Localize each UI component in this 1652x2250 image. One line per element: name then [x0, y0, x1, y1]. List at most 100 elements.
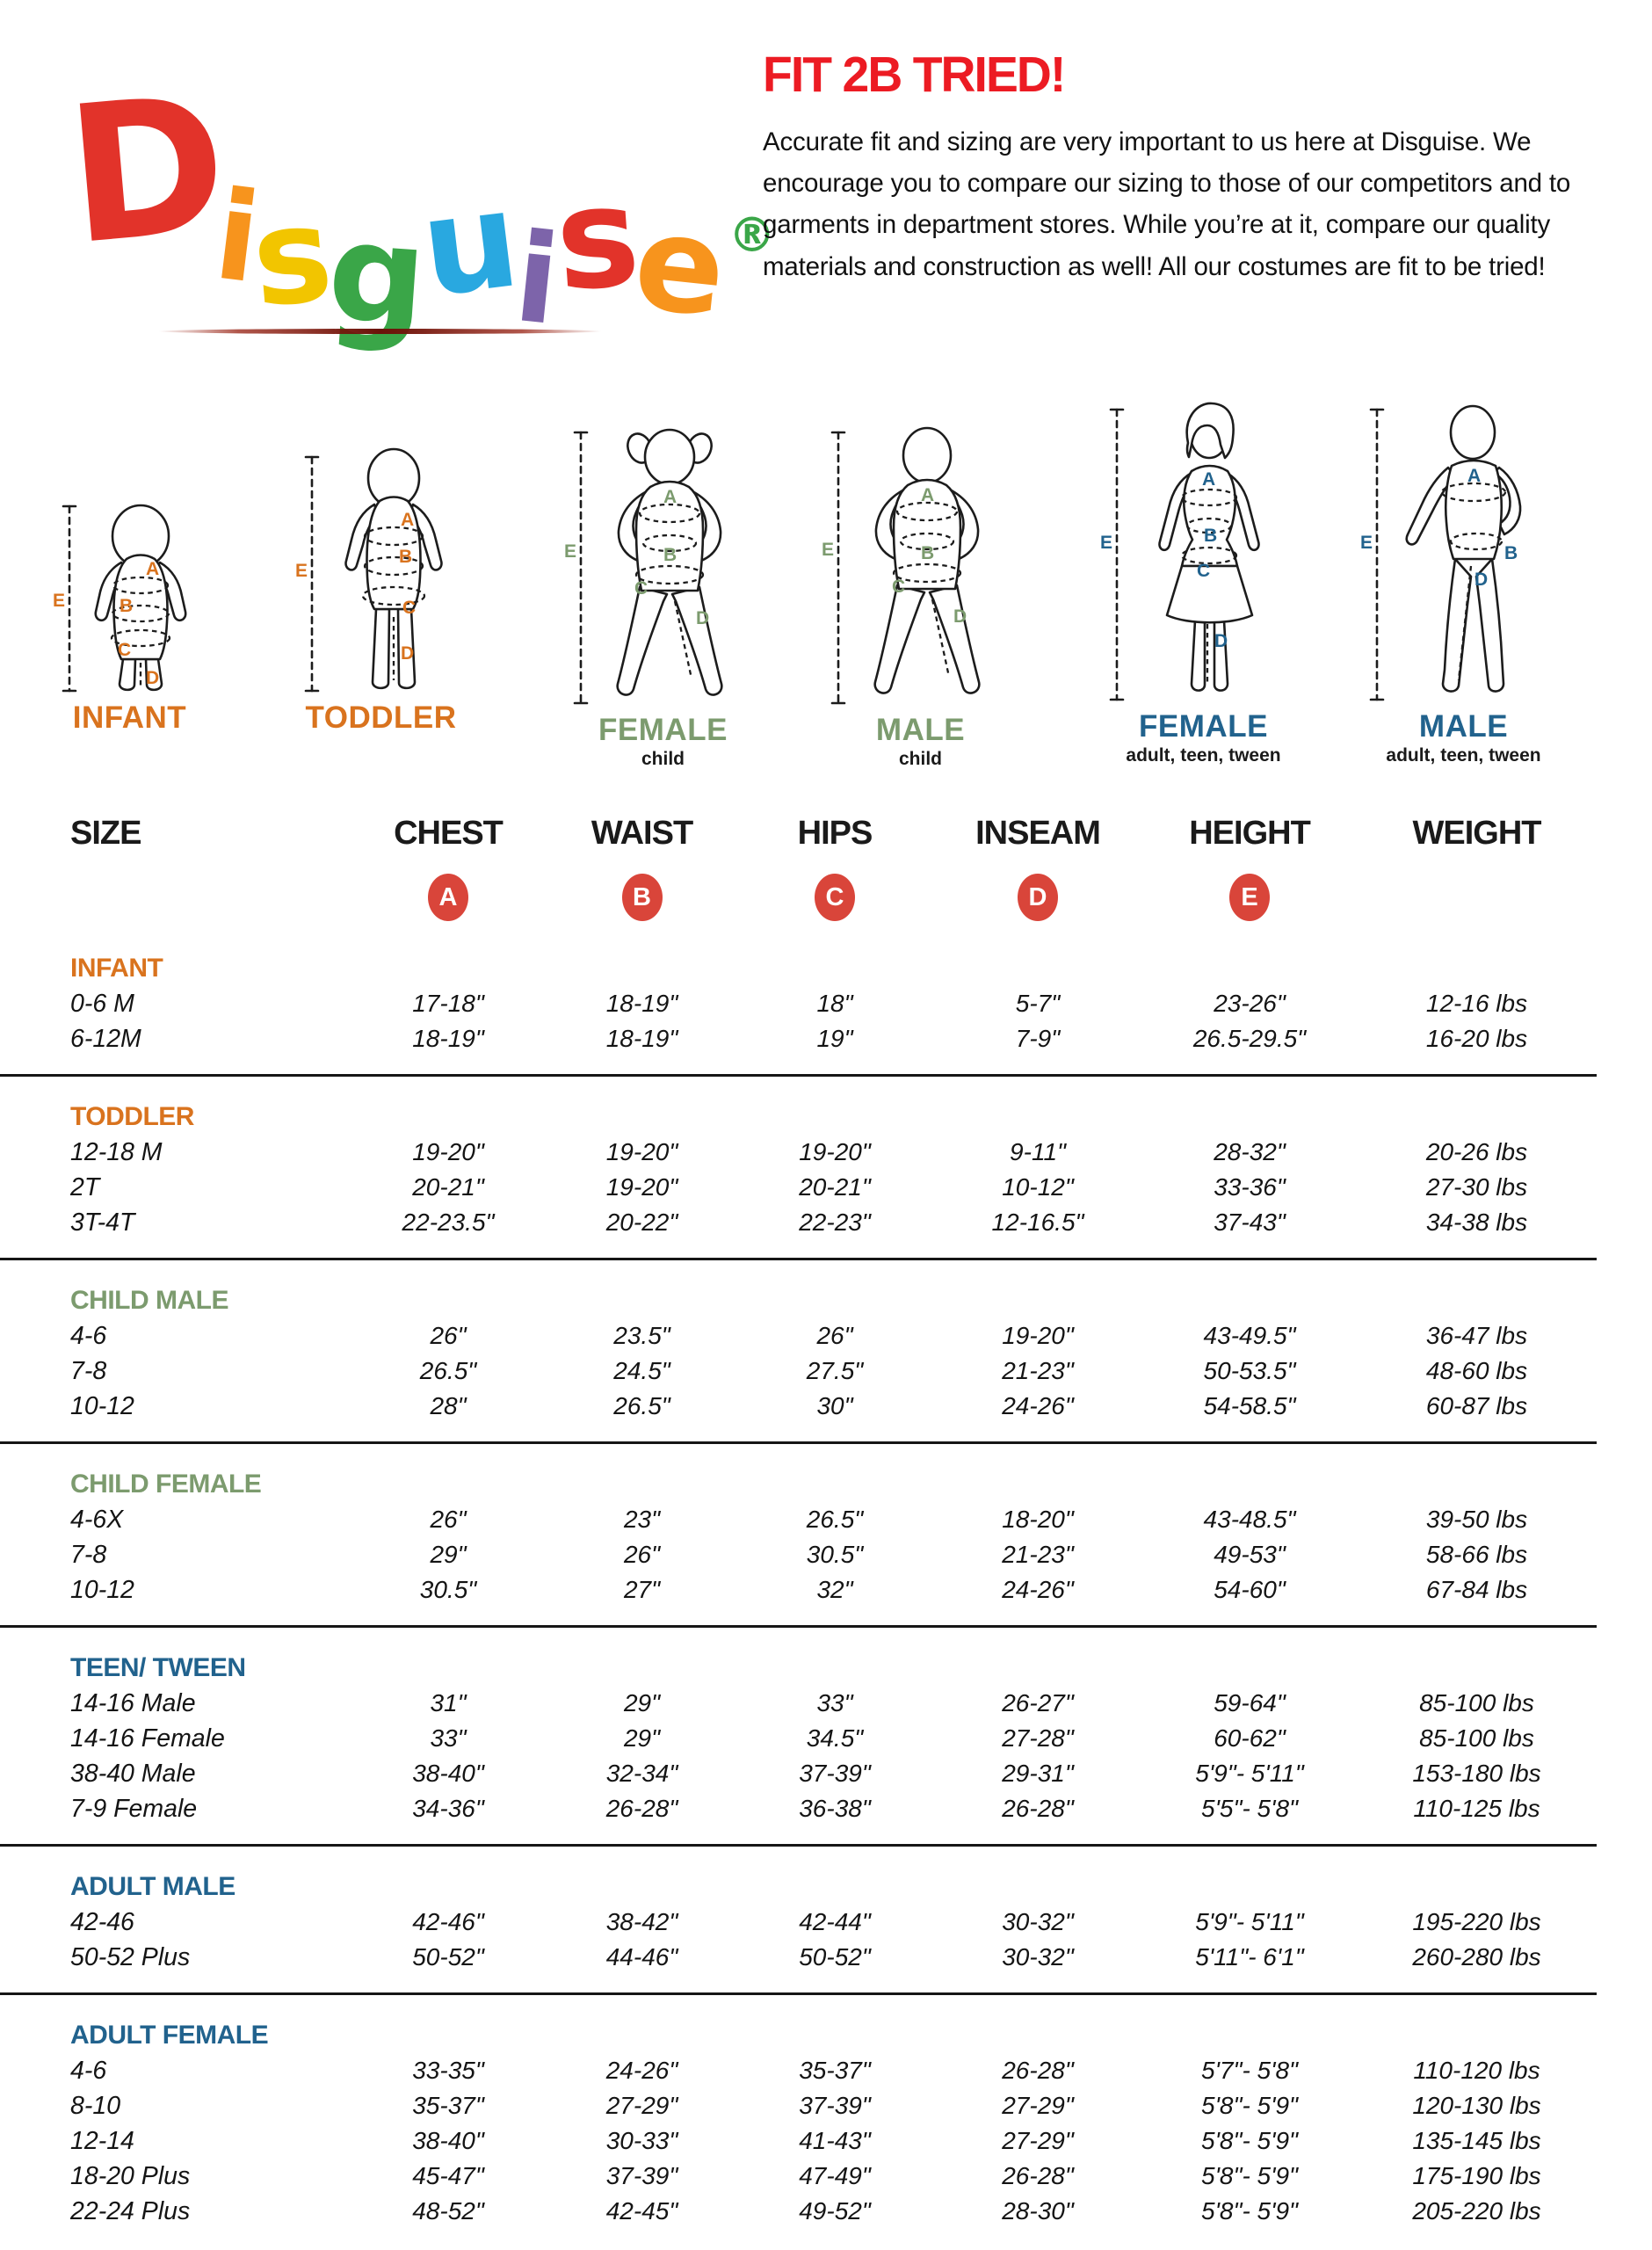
height-cell: 5'9"- 5'11" [1195, 1760, 1304, 1787]
weight-cell: 120-130 lbs [1412, 2092, 1541, 2119]
figure-sublabel: adult, teen, tween [1386, 745, 1541, 766]
hips-cell: 19" [816, 1025, 853, 1052]
waist-cell: 26.5" [613, 1392, 670, 1419]
table-row: 3T-4T 22-23.5" 20-22" 22-23" 12-16.5" 37-43" 3… [0, 1205, 1597, 1240]
table-row: 7-9 Female 34-36" 26-28" 36-38" 26-28" 5'5"- … [0, 1791, 1597, 1826]
section-title: CHILD FEMALE [70, 1470, 262, 1499]
figure-label: MALE [875, 713, 966, 747]
waist-cell: 37-39" [605, 2162, 678, 2189]
svg-text:D: D [146, 668, 159, 688]
badge-e: E [1229, 874, 1270, 921]
size-cell: 18-20 Plus [70, 2161, 191, 2190]
chest-cell: 38-40" [412, 2127, 484, 2154]
inseam-cell: 7-9" [1015, 1025, 1061, 1052]
adult-female-figure-icon: A B C D E [1100, 402, 1260, 701]
weight-cell: 34-38 lbs [1425, 1208, 1528, 1236]
section-divider [0, 1258, 1597, 1260]
inseam-cell: 27-29" [1002, 2092, 1074, 2119]
height-cell: 5'8"- 5'9" [1201, 2162, 1298, 2189]
svg-text:E: E [1360, 533, 1373, 553]
table-row: 7-8 26.5" 24.5" 27.5" 21-23" 50-53.5" 48-60 lb… [0, 1354, 1597, 1389]
svg-text:A: A [401, 510, 414, 530]
chest-cell: 48-52" [412, 2197, 484, 2225]
waist-cell: 27" [623, 1576, 661, 1603]
hips-cell: 27.5" [806, 1357, 864, 1384]
intro-title: FIT 2B TRIED! [763, 47, 1066, 103]
svg-text:A: A [146, 559, 159, 579]
weight-cell: 20-26 lbs [1425, 1138, 1528, 1165]
header-chest: CHEST [394, 814, 504, 852]
svg-text:D: D [1474, 570, 1488, 590]
size-table: SIZE CHEST WAIST HIPS INSEAM HEIGHT WEIG… [0, 805, 1597, 2229]
height-cell: 54-58.5" [1203, 1392, 1296, 1419]
height-cell: 5'9"- 5'11" [1195, 1908, 1304, 1935]
logo-letter: s [550, 155, 645, 323]
table-row: 12-18 M 19-20" 19-20" 19-20" 9-11" 28-32" 20-2… [0, 1135, 1597, 1170]
svg-text:C: C [1197, 561, 1210, 581]
size-cell: 10-12 [70, 1575, 134, 1604]
inseam-cell: 18-20" [1002, 1506, 1074, 1533]
section-divider [0, 1992, 1597, 1995]
figure-toddler: A B C D E TODDLER [295, 438, 467, 736]
weight-cell: 153-180 lbs [1412, 1760, 1541, 1787]
inseam-cell: 30-32" [1002, 1908, 1074, 1935]
figure-infant: A B C D E INFANT [53, 482, 206, 736]
hips-cell: 30.5" [806, 1541, 864, 1568]
weight-cell: 67-84 lbs [1425, 1576, 1528, 1603]
chest-cell: 17-18" [412, 990, 484, 1017]
inseam-cell: 12-16.5" [991, 1208, 1084, 1236]
hips-cell: 32" [816, 1576, 853, 1603]
figure-label: MALE [1418, 709, 1509, 744]
hips-cell: 34.5" [806, 1724, 864, 1752]
hips-cell: 26.5" [806, 1506, 864, 1533]
size-cell: 38-40 Male [70, 1759, 196, 1788]
size-cell: 3T-4T [70, 1208, 135, 1237]
inseam-cell: 19-20" [1002, 1322, 1074, 1349]
header-inseam: INSEAM [975, 814, 1101, 852]
height-cell: 26.5-29.5" [1192, 1025, 1307, 1052]
svg-text:B: B [663, 545, 677, 565]
table-header-row: SIZE CHEST WAIST HIPS INSEAM HEIGHT WEIG… [0, 805, 1597, 861]
registered-mark: ® [728, 207, 776, 263]
hips-cell: 30" [816, 1392, 853, 1419]
hips-cell: 41-43" [799, 2127, 871, 2154]
waist-cell: 19-20" [605, 1138, 678, 1165]
child-male-figure-icon: A B C D E [822, 426, 981, 705]
section-title: CHILD MALE [70, 1286, 228, 1315]
svg-text:B: B [921, 543, 934, 563]
inseam-cell: 27-29" [1002, 2127, 1074, 2154]
height-cell: 5'5"- 5'8" [1201, 1795, 1298, 1822]
height-cell: 49-53" [1214, 1541, 1286, 1568]
figure-child-female: A B C D E FEMALE child [564, 415, 762, 770]
weight-cell: 58-66 lbs [1425, 1541, 1528, 1568]
logo-underline [158, 329, 602, 334]
svg-text:B: B [120, 596, 133, 616]
height-cell: 33-36" [1214, 1173, 1286, 1201]
figure-label: TODDLER [305, 700, 457, 735]
waist-cell: 27-29" [605, 2092, 678, 2119]
waist-cell: 32-34" [605, 1760, 678, 1787]
waist-cell: 26" [623, 1541, 661, 1568]
size-cell: 7-8 [70, 1540, 107, 1569]
inseam-cell: 26-28" [1002, 1795, 1074, 1822]
inseam-cell: 24-26" [1002, 1392, 1074, 1419]
logo-letter: D [59, 53, 235, 287]
height-cell: 50-53.5" [1203, 1357, 1296, 1384]
inseam-cell: 26-28" [1002, 2057, 1074, 2084]
size-cell: 4-6 [70, 1321, 107, 1350]
child-female-figure-icon: A B C D E [564, 428, 723, 705]
svg-text:E: E [822, 540, 834, 560]
section-divider [0, 1625, 1597, 1628]
measure-badge-row: A B C D E [0, 867, 1597, 928]
header-size: SIZE [70, 814, 141, 852]
waist-cell: 29" [623, 1724, 661, 1752]
infant-figure-icon: A B C D E [53, 504, 187, 693]
size-cell: 12-18 M [70, 1137, 163, 1166]
weight-cell: 48-60 lbs [1425, 1357, 1528, 1384]
hips-cell: 22-23" [799, 1208, 871, 1236]
size-cell: 4-6X [70, 1505, 124, 1534]
weight-cell: 175-190 lbs [1412, 2162, 1541, 2189]
inseam-cell: 10-12" [1002, 1173, 1074, 1201]
svg-text:D: D [1214, 631, 1228, 651]
